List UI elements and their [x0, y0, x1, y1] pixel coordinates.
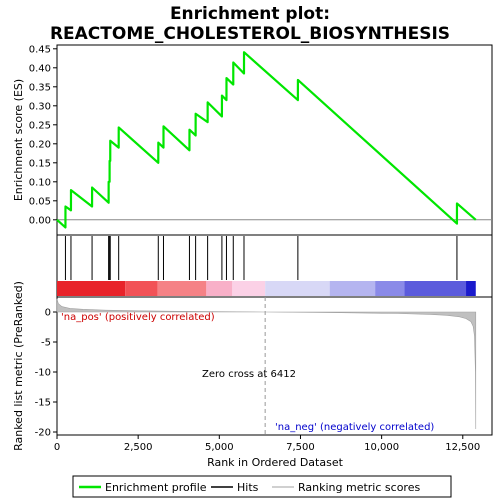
es-tick-label: 0.30	[29, 101, 51, 112]
es-tick-label: 0.00	[29, 215, 51, 226]
metric-panel	[56, 296, 493, 436]
x-tick-label: 10,000	[364, 442, 399, 453]
zero-cross-label: Zero cross at 6412	[202, 369, 296, 380]
heatmap-segment-1	[125, 281, 158, 296]
es-tick-label: 0.35	[29, 82, 51, 93]
negative-correlation-label: 'na_neg' (negatively correlated)	[275, 422, 434, 433]
legend-box	[72, 475, 452, 498]
x-tick-label: 2,500	[124, 442, 153, 453]
hit-lines	[64, 236, 458, 280]
heatmap-segment-7	[375, 281, 405, 296]
es-tick-label: 0.05	[29, 196, 51, 207]
metric-tick-label: -15	[35, 398, 51, 409]
heatmap-segment-4	[232, 281, 266, 296]
metric-area-path	[56, 298, 477, 430]
ranking-metric-area	[56, 298, 477, 430]
es-y-axis-label: Enrichment score (ES)	[12, 79, 25, 201]
es-curve	[56, 51, 477, 229]
legend: Enrichment profile Hits Ranking metric s…	[72, 475, 452, 498]
enrichment-profile-line	[56, 51, 477, 229]
es-tick-label: 0.15	[29, 158, 51, 169]
es-axis-ticks: 0.00 0.05 0.10 0.15 0.20 0.25 0.30 0.35 0.40 0.45	[29, 44, 57, 226]
ranked-heatmap-bar	[57, 281, 476, 296]
x-tick-label: 7,500	[286, 442, 315, 453]
es-tick-label: 0.20	[29, 139, 51, 150]
es-tick-label: 0.10	[29, 177, 51, 188]
metric-tick-label: -10	[35, 368, 51, 379]
heatmap-segment-0	[57, 281, 126, 296]
es-tick-label: 0.45	[29, 44, 51, 55]
heatmap-segment-2	[157, 281, 207, 296]
x-axis-ticks: 0 2,500 5,000 7,500 10,000 12,500	[54, 435, 480, 453]
chart-title-line2: REACTOME_CHOLESTEROL_BIOSYNTHESIS	[50, 24, 450, 44]
x-axis-label: Rank in Ordered Dataset	[207, 456, 344, 469]
heatmap-segment-8	[404, 281, 467, 296]
heatmap-segment-9	[466, 281, 476, 296]
metric-axis-ticks: 0 -5 -10 -15 -20	[35, 308, 57, 439]
es-tick-label: 0.40	[29, 63, 51, 74]
heatmap-segment-3	[206, 281, 233, 296]
metric-tick-label: -5	[41, 338, 51, 349]
positive-correlation-label: 'na_pos' (positively correlated)	[61, 312, 215, 323]
legend-metric-label: Ranking metric scores	[298, 481, 420, 494]
metric-tick-label: -20	[35, 428, 51, 439]
x-tick-label: 5,000	[205, 442, 234, 453]
metric-tick-label: 0	[45, 308, 51, 319]
legend-enrichment-label: Enrichment profile	[105, 481, 207, 494]
legend-hits-label: Hits	[237, 481, 259, 494]
es-tick-label: 0.25	[29, 120, 51, 131]
x-tick-label: 0	[54, 442, 60, 453]
chart-title-line1: Enrichment plot:	[170, 4, 330, 24]
es-panel	[56, 44, 493, 236]
heatmap-segment-6	[329, 281, 376, 296]
metric-y-axis-label: Ranked list metric (PreRanked)	[12, 281, 25, 451]
heatmap-segment-5	[265, 281, 330, 296]
x-tick-label: 12,500	[445, 442, 480, 453]
